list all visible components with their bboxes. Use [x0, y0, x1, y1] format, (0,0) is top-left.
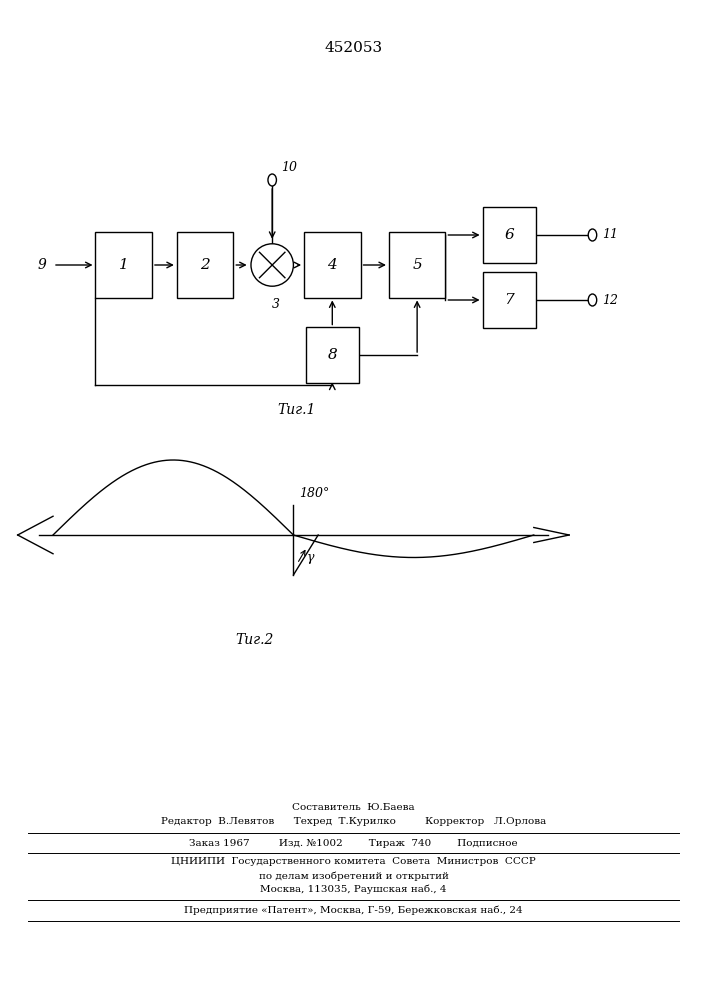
- Text: 4: 4: [327, 258, 337, 272]
- Ellipse shape: [251, 244, 293, 286]
- Text: Заказ 1967         Изд. №1002        Тираж  740        Подписное: Заказ 1967 Изд. №1002 Тираж 740 Подписно…: [189, 838, 518, 848]
- Bar: [304, 232, 361, 298]
- Bar: [482, 208, 535, 262]
- Text: 7: 7: [504, 293, 514, 307]
- Text: 3: 3: [271, 298, 280, 311]
- Bar: [305, 328, 358, 382]
- Circle shape: [588, 229, 597, 241]
- Text: γ: γ: [307, 550, 315, 564]
- Text: 9: 9: [37, 258, 46, 272]
- Text: 8: 8: [327, 348, 337, 362]
- Text: 1: 1: [119, 258, 129, 272]
- Text: 180°: 180°: [299, 487, 329, 500]
- Text: ЦНИИПИ  Государственного комитета  Совета  Министров  СССР: ЦНИИПИ Государственного комитета Совета …: [171, 857, 536, 866]
- Text: 10: 10: [281, 161, 297, 174]
- Text: Предприятие «Патент», Москва, Г-59, Бережковская наб., 24: Предприятие «Патент», Москва, Г-59, Бере…: [185, 905, 522, 915]
- Bar: [95, 232, 152, 298]
- Text: 452053: 452053: [325, 41, 382, 55]
- Text: 12: 12: [602, 294, 618, 306]
- Text: 11: 11: [602, 229, 618, 241]
- Bar: [177, 232, 233, 298]
- Bar: [482, 272, 535, 328]
- Text: Составитель  Ю.Баева: Составитель Ю.Баева: [292, 802, 415, 812]
- Text: Τиг.1: Τиг.1: [278, 403, 316, 417]
- Text: Τиг.2: Τиг.2: [235, 633, 274, 647]
- Text: 6: 6: [504, 228, 514, 242]
- Bar: [389, 232, 445, 298]
- Text: Москва, 113035, Раушская наб., 4: Москва, 113035, Раушская наб., 4: [260, 884, 447, 894]
- Circle shape: [588, 294, 597, 306]
- Circle shape: [268, 174, 276, 186]
- Text: по делам изобретений и открытий: по делам изобретений и открытий: [259, 871, 448, 881]
- Text: 5: 5: [412, 258, 422, 272]
- Text: 2: 2: [200, 258, 210, 272]
- Text: Редактор  В.Левятов      Техред  Т.Курилко         Корректор   Л.Орлова: Редактор В.Левятов Техред Т.Курилко Корр…: [161, 818, 546, 826]
